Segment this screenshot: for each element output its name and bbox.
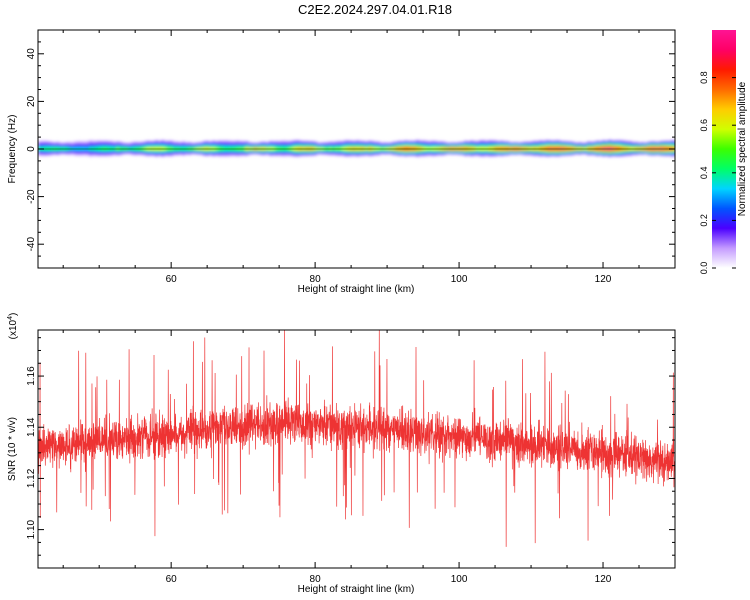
spectrogram-x-label: Height of straight line (km) (298, 284, 415, 295)
colorbar-tick-label: 0.4 (699, 167, 709, 180)
snr-y-label: SNR (10 * v/v) (7, 417, 18, 481)
spectrogram-panel: 60 80 100 120 -40 -20 0 20 40 Height of straigh… (7, 29, 676, 295)
colorbar-tick-label: 0.6 (699, 119, 709, 132)
x-tick-label: 60 (166, 274, 178, 285)
y-tick-label: 1.14 (26, 417, 37, 437)
x-tick-label: 120 (595, 274, 612, 285)
spectrogram-y-axis: -40 -20 0 20 40 (26, 41, 675, 257)
y-tick-label: -40 (26, 237, 37, 252)
colorbar-tick-label: 0.2 (699, 214, 709, 227)
colorbar-ticks: 0.0 0.2 0.4 0.6 0.8 (699, 71, 736, 274)
colorbar: 0.0 0.2 0.4 0.6 0.8 Normalized spectral ampl… (699, 30, 748, 274)
y-tick-label: 1.16 (26, 366, 37, 386)
spectral-band (38, 139, 675, 157)
snr-panel: 60 80 100 120 1.10 1.12 1.14 1.16 Height of st… (7, 313, 676, 595)
y-tick-label: 40 (26, 48, 37, 60)
y-tick-label: 1.12 (26, 468, 37, 488)
snr-frame (37, 329, 676, 569)
x-tick-label: 80 (310, 274, 322, 285)
svg-text:(x104): (x104) (7, 313, 19, 340)
snr-multiplier-exp: 4 (7, 316, 14, 320)
y-tick-label: -20 (26, 189, 37, 204)
snr-series-line (38, 330, 675, 547)
snr-y-axis: 1.10 1.12 1.14 1.16 (26, 337, 675, 556)
x-tick-label: 100 (451, 274, 468, 285)
y-tick-label: 20 (26, 95, 37, 107)
y-tick-label: 0 (26, 146, 37, 152)
spectrogram-x-axis: 60 80 100 120 (62, 30, 676, 285)
snr-multiplier: (x104) (7, 313, 19, 340)
snr-multiplier-base: (x10 (8, 319, 19, 339)
x-tick-label: 120 (595, 574, 612, 585)
chart-title: C2E2.2024.297.04.01.R18 (298, 2, 452, 17)
snr-x-axis: 60 80 100 120 (62, 330, 676, 585)
snr-x-label: Height of straight line (km) (298, 584, 415, 595)
spectrogram-y-label: Frequency (Hz) (7, 115, 18, 184)
colorbar-label: Normalized spectral amplitude (737, 81, 748, 216)
x-tick-label: 60 (166, 574, 178, 585)
x-tick-label: 100 (451, 574, 468, 585)
colorbar-tick-label: 0.8 (699, 71, 709, 84)
x-tick-label: 80 (310, 574, 322, 585)
y-tick-label: 1.10 (26, 519, 37, 539)
colorbar-tick-label: 0.0 (699, 262, 709, 275)
colorbar-gradient (712, 30, 736, 268)
